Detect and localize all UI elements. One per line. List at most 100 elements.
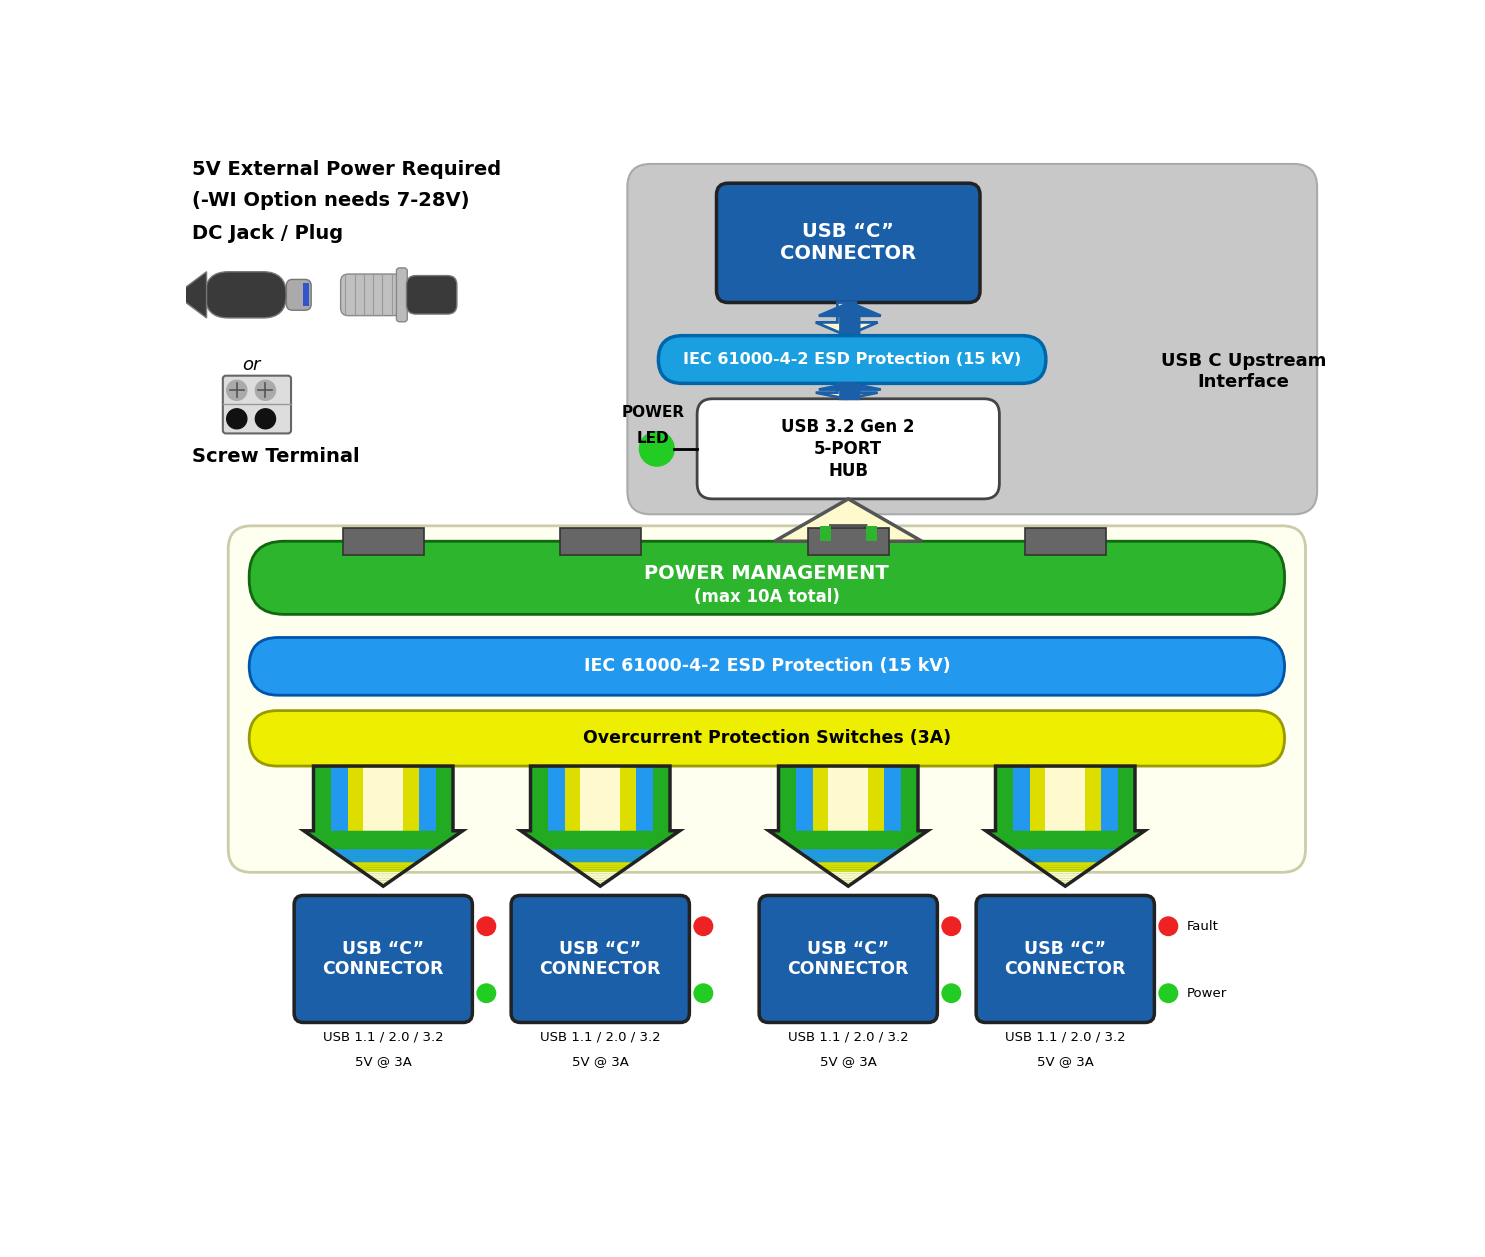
Polygon shape <box>818 383 881 398</box>
Text: USB “C”
CONNECTOR: USB “C” CONNECTOR <box>1004 939 1126 978</box>
Polygon shape <box>1060 882 1071 885</box>
Bar <box>303 283 309 307</box>
Polygon shape <box>379 882 389 885</box>
Polygon shape <box>353 866 413 867</box>
Text: Power: Power <box>1187 987 1227 999</box>
Circle shape <box>640 432 674 466</box>
Bar <box>1025 528 1106 556</box>
Bar <box>1100 766 1118 831</box>
FancyBboxPatch shape <box>249 710 1285 766</box>
FancyBboxPatch shape <box>759 895 937 1022</box>
Polygon shape <box>526 835 674 836</box>
Text: USB 1.1 / 2.0 / 3.2: USB 1.1 / 2.0 / 3.2 <box>541 1031 661 1043</box>
Text: 5V @ 3A: 5V @ 3A <box>572 1055 628 1067</box>
FancyBboxPatch shape <box>396 268 407 322</box>
Polygon shape <box>1037 866 1094 867</box>
Polygon shape <box>818 303 881 336</box>
Text: 5V @ 3A: 5V @ 3A <box>355 1055 411 1067</box>
Polygon shape <box>359 870 407 871</box>
Polygon shape <box>838 879 858 881</box>
Circle shape <box>477 984 496 1003</box>
Polygon shape <box>772 832 925 835</box>
FancyBboxPatch shape <box>249 542 1285 615</box>
FancyBboxPatch shape <box>205 272 287 318</box>
Circle shape <box>1158 918 1178 935</box>
Bar <box>869 766 884 831</box>
Circle shape <box>255 381 276 400</box>
Polygon shape <box>1054 879 1075 881</box>
Polygon shape <box>783 840 915 842</box>
Polygon shape <box>175 272 206 318</box>
Bar <box>581 766 621 831</box>
Polygon shape <box>376 881 391 882</box>
Text: Fault: Fault <box>1187 920 1219 933</box>
Polygon shape <box>521 766 680 886</box>
Polygon shape <box>774 835 922 836</box>
Polygon shape <box>328 847 440 850</box>
Polygon shape <box>1026 859 1105 860</box>
Polygon shape <box>835 877 861 879</box>
Text: 5V @ 3A: 5V @ 3A <box>1037 1055 1093 1067</box>
Polygon shape <box>808 859 888 860</box>
Polygon shape <box>566 862 634 864</box>
Bar <box>564 766 581 831</box>
Text: POWER: POWER <box>621 405 685 420</box>
Polygon shape <box>1041 870 1089 871</box>
Text: USB “C”
CONNECTOR: USB “C” CONNECTOR <box>322 939 444 978</box>
Bar <box>548 766 564 831</box>
Text: USB 1.1 / 2.0 / 3.2: USB 1.1 / 2.0 / 3.2 <box>322 1031 444 1043</box>
Polygon shape <box>824 870 872 871</box>
Polygon shape <box>1047 874 1084 875</box>
FancyBboxPatch shape <box>407 275 457 314</box>
Polygon shape <box>529 836 671 838</box>
Polygon shape <box>532 838 670 840</box>
Text: IEC 61000-4-2 ESD Protection (15 kV): IEC 61000-4-2 ESD Protection (15 kV) <box>683 352 1022 367</box>
Polygon shape <box>817 864 881 866</box>
Polygon shape <box>373 879 394 881</box>
Polygon shape <box>569 864 633 866</box>
Polygon shape <box>790 846 906 847</box>
FancyBboxPatch shape <box>287 279 312 310</box>
Bar <box>884 766 901 831</box>
FancyBboxPatch shape <box>294 895 472 1022</box>
Polygon shape <box>304 766 463 886</box>
Polygon shape <box>572 866 630 867</box>
Polygon shape <box>593 881 609 882</box>
Polygon shape <box>1028 860 1102 862</box>
Text: LED: LED <box>637 431 670 446</box>
Polygon shape <box>380 885 386 886</box>
Polygon shape <box>1051 877 1078 879</box>
Polygon shape <box>552 854 647 855</box>
Polygon shape <box>1017 854 1112 855</box>
Circle shape <box>227 381 247 400</box>
Polygon shape <box>309 835 457 836</box>
Polygon shape <box>587 877 613 879</box>
FancyBboxPatch shape <box>249 637 1285 695</box>
Text: Overcurrent Protection Switches (3A): Overcurrent Protection Switches (3A) <box>582 729 950 748</box>
Polygon shape <box>1013 850 1118 851</box>
FancyBboxPatch shape <box>340 274 401 316</box>
Polygon shape <box>356 867 410 870</box>
Polygon shape <box>322 843 444 846</box>
Bar <box>808 528 890 556</box>
Bar <box>364 766 404 831</box>
Polygon shape <box>521 831 680 832</box>
FancyBboxPatch shape <box>627 163 1317 514</box>
Polygon shape <box>304 831 463 832</box>
Polygon shape <box>319 842 447 843</box>
Polygon shape <box>1034 864 1097 866</box>
Circle shape <box>477 918 496 935</box>
Polygon shape <box>827 871 869 874</box>
Polygon shape <box>330 850 437 851</box>
Text: or: or <box>242 357 261 375</box>
Text: USB 3.2 Gen 2
5-PORT
HUB: USB 3.2 Gen 2 5-PORT HUB <box>781 417 915 480</box>
Polygon shape <box>590 879 610 881</box>
Polygon shape <box>536 842 664 843</box>
Polygon shape <box>800 854 895 855</box>
Polygon shape <box>1002 842 1129 843</box>
Polygon shape <box>545 847 656 850</box>
Circle shape <box>693 984 713 1003</box>
Polygon shape <box>1010 847 1121 850</box>
Text: USB 1.1 / 2.0 / 3.2: USB 1.1 / 2.0 / 3.2 <box>1005 1031 1126 1043</box>
Polygon shape <box>986 766 1145 886</box>
